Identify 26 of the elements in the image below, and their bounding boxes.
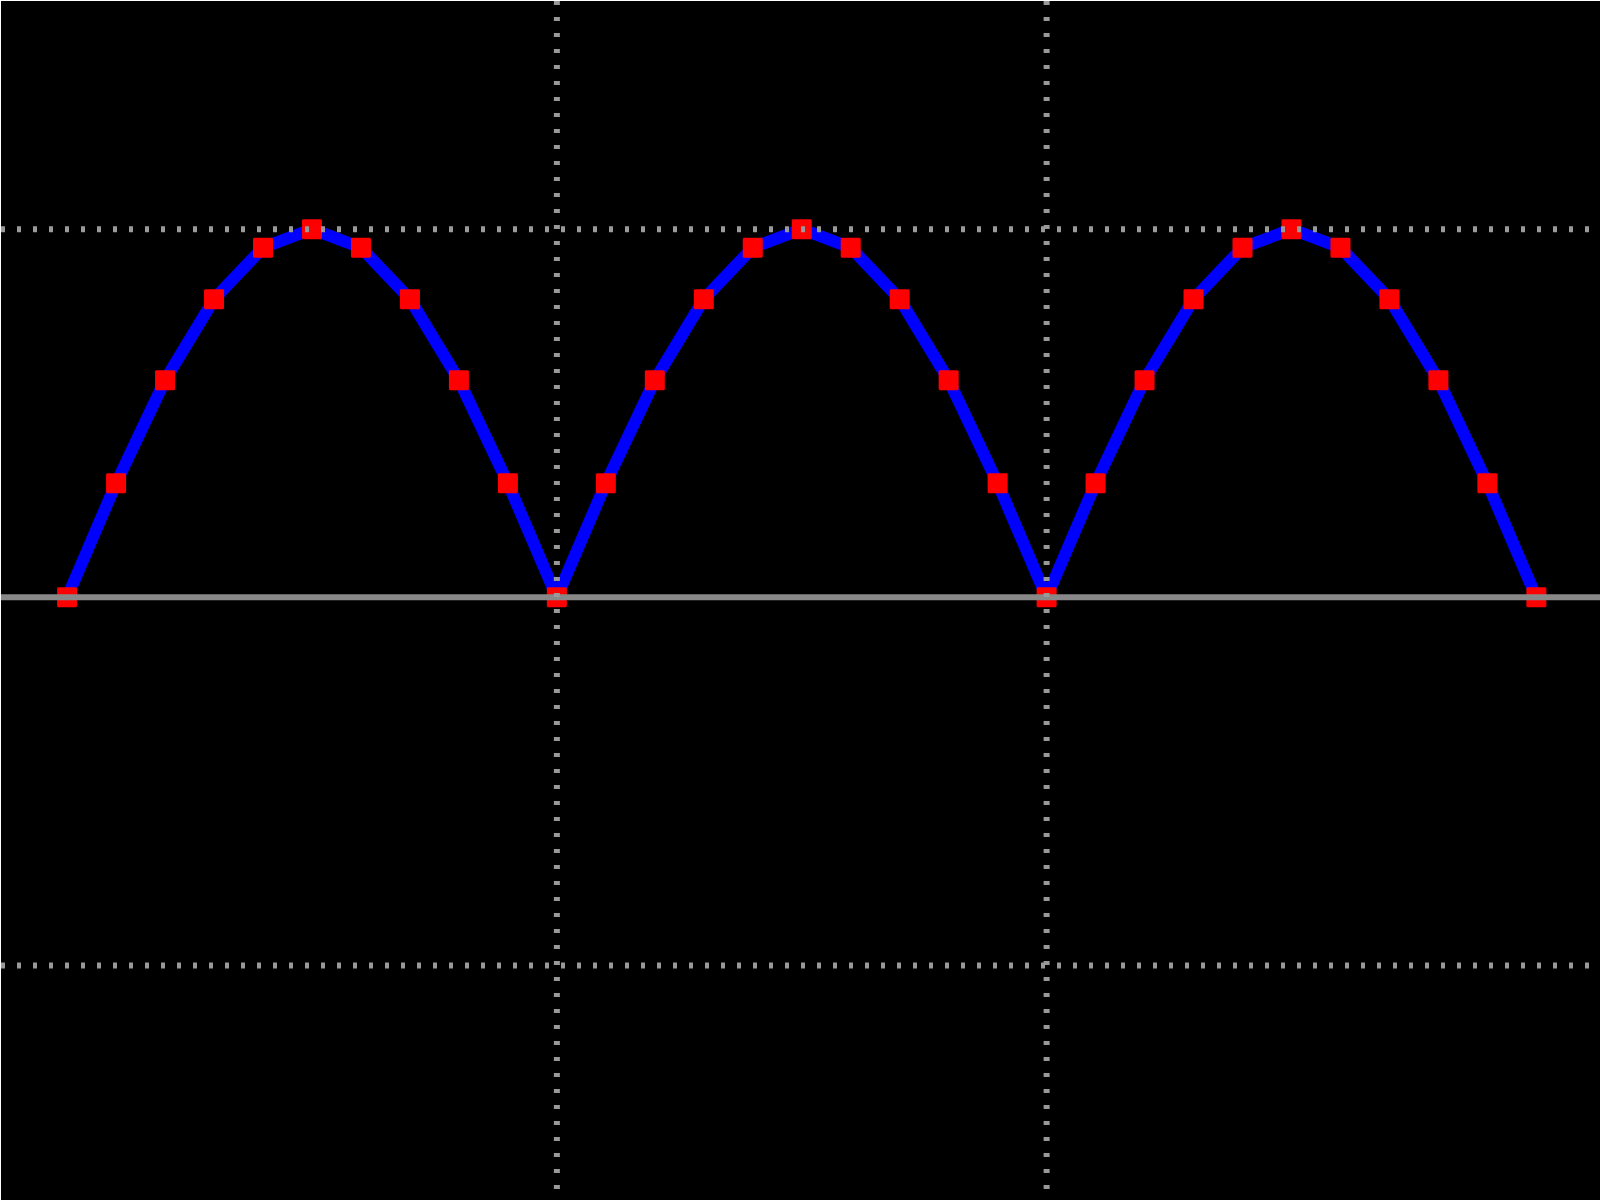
- point: [1477, 473, 1498, 494]
- point: [595, 473, 616, 494]
- point: [938, 370, 959, 391]
- point: [987, 473, 1008, 494]
- point: [791, 219, 812, 240]
- point: [253, 237, 274, 258]
- point: [1330, 237, 1351, 258]
- point: [840, 237, 861, 258]
- point: [693, 289, 714, 310]
- point: [399, 289, 420, 310]
- point: [301, 219, 322, 240]
- point: [644, 370, 665, 391]
- point: [1183, 289, 1204, 310]
- point: [448, 370, 469, 391]
- point: [1232, 237, 1253, 258]
- point: [1085, 473, 1106, 494]
- point: [106, 473, 127, 494]
- point: [1428, 370, 1449, 391]
- point: [1379, 289, 1400, 310]
- point: [497, 473, 518, 494]
- point: [350, 237, 371, 258]
- point: [742, 237, 763, 258]
- point: [155, 370, 176, 391]
- point: [889, 289, 910, 310]
- point: [204, 289, 225, 310]
- point: [1134, 370, 1155, 391]
